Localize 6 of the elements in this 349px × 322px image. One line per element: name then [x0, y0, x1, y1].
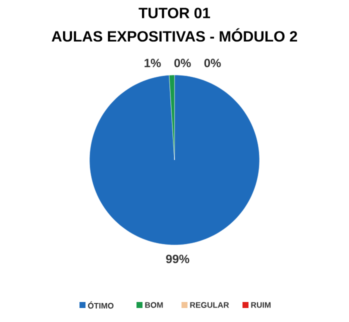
text: 0%: [174, 58, 191, 68]
data-label: 99%: [166, 254, 190, 264]
text: 0%: [204, 58, 221, 68]
chart-subtitle: AULAS EXPOSITIVAS - MÓDULO 2: [52, 28, 298, 42]
chart-title: TUTOR 01: [138, 8, 210, 18]
data-label: 1%: [144, 58, 161, 68]
